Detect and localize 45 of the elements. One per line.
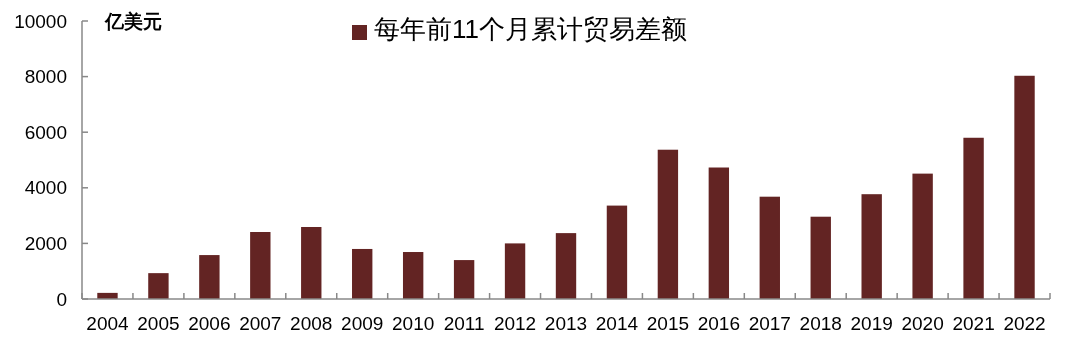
x-tick-label: 2014 — [595, 313, 639, 334]
bar — [301, 227, 322, 299]
bar — [250, 232, 271, 299]
y-tick-label: 0 — [56, 288, 67, 310]
bar — [1014, 75, 1035, 299]
bar — [963, 137, 984, 299]
x-tick-label: 2013 — [544, 313, 588, 334]
bar — [708, 167, 730, 299]
y-tick-label: 2000 — [24, 233, 67, 255]
y-tick-label: 8000 — [24, 66, 67, 88]
bar — [912, 173, 933, 299]
x-tick-label: 2007 — [239, 313, 282, 334]
x-tick-label: 2017 — [748, 313, 791, 334]
x-tick-label: 2011 — [443, 313, 485, 334]
x-tick-label: 2010 — [392, 313, 435, 334]
bar — [657, 149, 679, 299]
bar — [606, 205, 628, 299]
bar — [148, 273, 169, 299]
bar — [504, 243, 526, 299]
y-tick-label: 4000 — [24, 177, 67, 199]
bar — [555, 233, 577, 299]
bar — [199, 255, 220, 299]
bar — [453, 260, 475, 299]
bar — [402, 252, 424, 299]
y-tick-label: 6000 — [24, 121, 67, 143]
bar — [352, 248, 373, 299]
y-tick-label: 10000 — [14, 10, 67, 32]
x-tick-label: 2008 — [290, 313, 333, 334]
bar — [759, 196, 780, 299]
x-tick-label: 2015 — [646, 313, 690, 334]
x-tick-label: 2020 — [901, 313, 944, 334]
x-tick-label: 2019 — [850, 313, 893, 334]
x-tick-label: 2006 — [188, 313, 231, 334]
x-tick-label: 2016 — [697, 313, 740, 334]
x-tick-label: 2004 — [86, 313, 130, 334]
bar — [861, 194, 882, 299]
x-tick-label: 2021 — [952, 313, 995, 334]
legend-label: 每年前11个月累计贸易差额 — [374, 14, 687, 44]
x-tick-label: 2005 — [137, 313, 180, 334]
x-tick-label: 2012 — [493, 313, 537, 334]
x-tick-label: 2022 — [1003, 313, 1046, 334]
bar — [810, 216, 831, 299]
x-tick-label: 2018 — [799, 313, 842, 334]
x-tick-label: 2009 — [341, 313, 384, 334]
y-axis-title: 亿美元 — [104, 11, 162, 32]
